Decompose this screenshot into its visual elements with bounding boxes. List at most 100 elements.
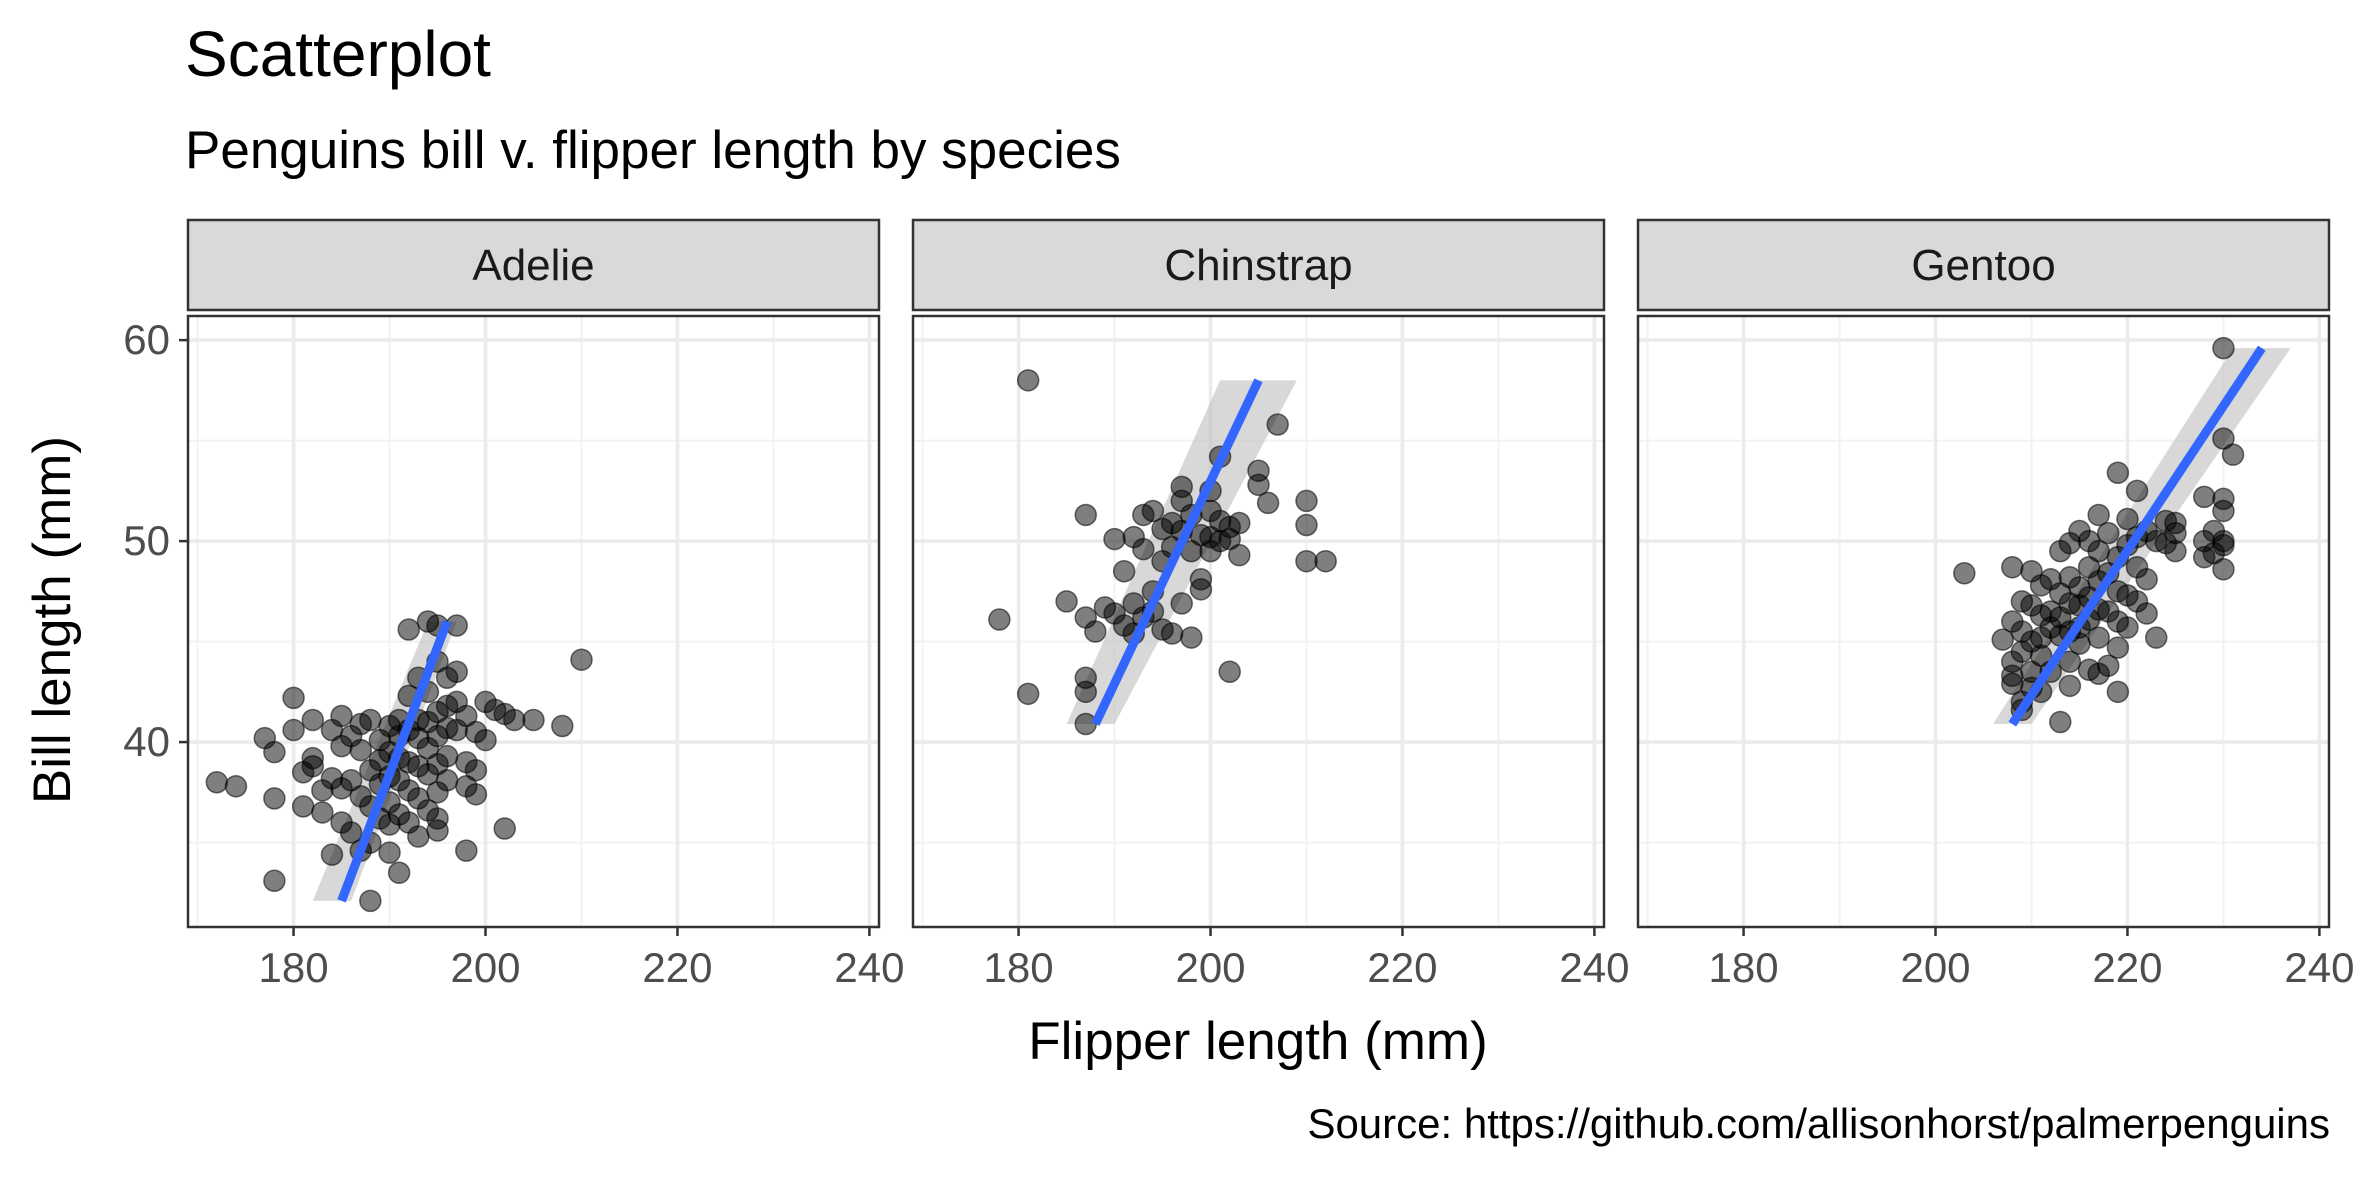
y-axis-label: Bill length (mm) (23, 436, 82, 804)
data-point (205, 771, 229, 794)
x-tick-label: 200 (1900, 944, 1970, 991)
data-point (474, 728, 497, 752)
data-point (2164, 511, 2187, 535)
data-point (1180, 626, 1203, 649)
data-point (301, 708, 325, 732)
data-point (2106, 636, 2130, 659)
data-point (359, 708, 382, 732)
panel-chinstrap: Chinstrap 180 200 220 240 (911, 218, 1629, 991)
strip-gentoo (1636, 218, 2331, 312)
chart-title: Scatterplot (185, 18, 491, 90)
data-point (1218, 660, 1241, 683)
data-point (339, 821, 363, 844)
panel-border (911, 314, 1606, 929)
panel-border (186, 314, 881, 929)
data-point (2212, 533, 2235, 557)
data-point (291, 795, 315, 818)
data-point (1055, 590, 1078, 613)
data-point (2212, 557, 2235, 581)
data-point (2106, 680, 2130, 704)
data-point (1016, 369, 1040, 392)
data-point (2164, 539, 2187, 563)
data-point (320, 843, 344, 866)
data-point (359, 889, 382, 913)
x-tick-label: 200 (450, 944, 520, 991)
data-point (2116, 507, 2139, 531)
trend-line-chinstrap (1091, 378, 1263, 726)
data-point (1314, 549, 1337, 573)
data-point (1189, 578, 1213, 601)
data-point (435, 744, 459, 768)
data-point (464, 758, 488, 782)
data-point (2145, 626, 2168, 649)
data-point (1132, 537, 1155, 561)
data-point (407, 825, 430, 848)
data-point (1112, 560, 1136, 583)
data-point (2058, 674, 2082, 698)
data-point (2097, 654, 2120, 677)
data-point (1141, 499, 1165, 523)
strip-label-chinstrap: Chinstrap (1164, 241, 1352, 290)
data-point (522, 708, 545, 732)
data-point (2058, 650, 2082, 673)
data-point (2212, 499, 2235, 523)
y-tick-label: 60 (123, 316, 170, 363)
data-point (435, 769, 459, 792)
data-point (1016, 682, 1040, 706)
data-point (445, 660, 468, 683)
y-tick-label: 50 (123, 517, 170, 564)
data-point (1170, 592, 1193, 615)
data-point (2049, 710, 2072, 734)
data-point (301, 754, 325, 778)
data-point (2116, 616, 2139, 639)
data-point (2192, 485, 2216, 509)
y-tick-label: 40 (123, 718, 170, 765)
x-tick-label: 180 (984, 944, 1054, 991)
data-point (1074, 503, 1097, 527)
trend-line-adelie (337, 619, 452, 903)
x-tick-label: 180 (259, 944, 329, 991)
x-tick-label: 180 (1709, 944, 1779, 991)
data-point (1160, 622, 1184, 645)
data-point (2135, 602, 2158, 625)
data-point (1266, 413, 1289, 436)
data-point (1228, 543, 1251, 567)
data-point (1256, 491, 1280, 515)
data-point (311, 801, 334, 824)
x-axis-label: Flipper length (mm) (1028, 1012, 1487, 1071)
data-point (387, 861, 411, 884)
panel-adelie: Adelie 180 200 220 240 (186, 218, 904, 991)
panel-border (1636, 314, 2331, 929)
data-point (282, 718, 305, 742)
data-point (2212, 336, 2235, 360)
data-point (397, 618, 420, 641)
data-point (503, 708, 526, 732)
strip-adelie (186, 218, 881, 312)
chart-subtitle: Penguins bill v. flipper length by speci… (185, 121, 1121, 180)
strip-label-adelie: Adelie (472, 241, 594, 290)
x-tick-label: 220 (642, 944, 712, 991)
source-caption: Source: https://github.com/allisonhorst/… (1307, 1100, 2330, 1147)
data-point (1295, 513, 1318, 537)
data-point (263, 740, 286, 764)
data-point (551, 714, 574, 738)
data-point (2087, 503, 2110, 527)
data-point (1295, 489, 1318, 513)
data-point (2221, 443, 2245, 466)
y-axis: 40 50 60 (123, 316, 188, 765)
x-tick-label: 240 (2284, 944, 2354, 991)
data-point (1103, 527, 1126, 551)
data-point (464, 783, 488, 806)
data-point (570, 648, 593, 671)
data-point (1074, 712, 1097, 736)
strip-label-gentoo: Gentoo (1911, 241, 2055, 290)
data-point (263, 787, 286, 810)
data-point (2087, 626, 2110, 649)
panel-gentoo: Gentoo 180 200 220 240 (1636, 218, 2354, 991)
data-point (426, 819, 449, 842)
x-tick-label: 220 (2092, 944, 2162, 991)
panel-background (188, 316, 879, 927)
